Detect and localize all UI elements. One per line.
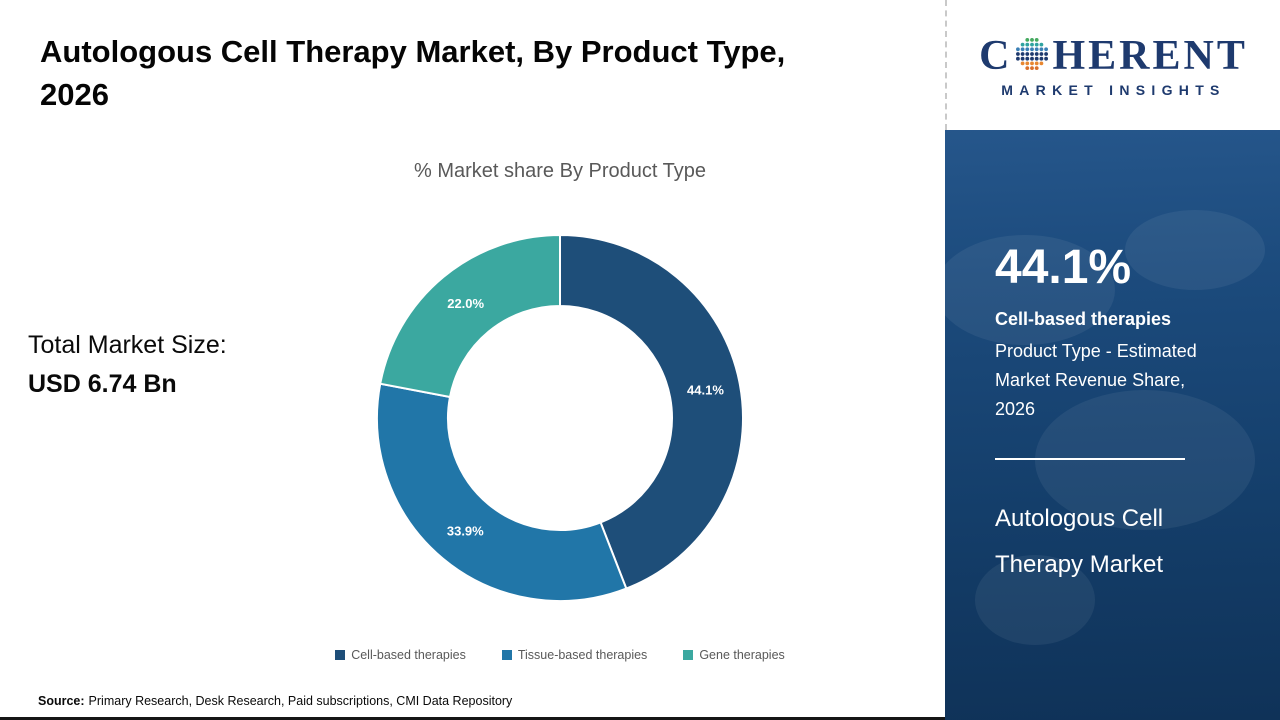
legend-swatch-tissue-based — [501, 650, 512, 660]
legend-swatch-cell-based — [335, 650, 346, 660]
legend-item-gene: Gene therapies — [683, 648, 785, 662]
legend-label-cell-based: Cell-based therapies — [351, 648, 466, 662]
globe-icon — [1016, 38, 1049, 70]
sidebar-stat-value: 44.1% — [995, 241, 1132, 294]
logo-tagline: MARKET INSIGHTS — [1001, 82, 1226, 98]
sidebar: C HERENT MARKET INSIGHTS 44.1% Cell-base… — [945, 0, 1280, 720]
source-note: Source: Primary Research, Desk Research, … — [38, 694, 512, 708]
page-title: Autologous Cell Therapy Market, By Produ… — [40, 34, 786, 113]
total-market-size-value: USD 6.74 Bn — [28, 369, 177, 398]
legend-item-cell-based: Cell-based therapies — [335, 648, 466, 662]
logo-text-c: C — [979, 33, 1013, 79]
sidebar-divider — [995, 458, 1185, 460]
donut-segment-label: 33.9% — [447, 524, 484, 539]
source-text: Primary Research, Desk Research, Paid su… — [88, 694, 513, 708]
donut-chart: 44.1% 33.9% 22.0% — [370, 228, 750, 608]
sidebar-panel-title: Autologous Cell Therapy Market — [995, 505, 1164, 578]
donut-segment — [376, 382, 628, 602]
legend-swatch-gene — [683, 650, 694, 660]
total-market-size: Total Market Size: USD 6.74 Bn — [28, 326, 227, 404]
bottom-rule — [0, 717, 945, 720]
source-label: Source: — [38, 694, 85, 708]
sidebar-stat-description: Product Type - Estimated Market Revenue … — [995, 341, 1197, 420]
sidebar-stat-name: Cell-based therapies — [995, 309, 1172, 329]
donut-segment — [379, 233, 561, 399]
total-market-size-label: Total Market Size: — [28, 331, 227, 359]
donut-segment — [559, 233, 744, 590]
chart-legend: Cell-based therapies Tissue-based therap… — [175, 648, 945, 662]
legend-item-tissue-based: Tissue-based therapies — [501, 648, 648, 662]
donut-segment-label: 44.1% — [687, 383, 724, 398]
brand-logo: C HERENT MARKET INSIGHTS — [945, 0, 1280, 130]
logo-text-rest: HERENT — [1052, 33, 1248, 79]
legend-label-tissue-based: Tissue-based therapies — [517, 648, 648, 662]
legend-label-gene: Gene therapies — [699, 648, 785, 662]
chart-subtitle: % Market share By Product Type — [414, 160, 706, 182]
donut-chart-svg: 44.1% 33.9% 22.0% — [376, 233, 744, 602]
donut-segment-label: 22.0% — [447, 296, 484, 311]
brand-wordmark: C HERENT — [979, 32, 1248, 80]
world-map-decoration — [945, 210, 1265, 645]
